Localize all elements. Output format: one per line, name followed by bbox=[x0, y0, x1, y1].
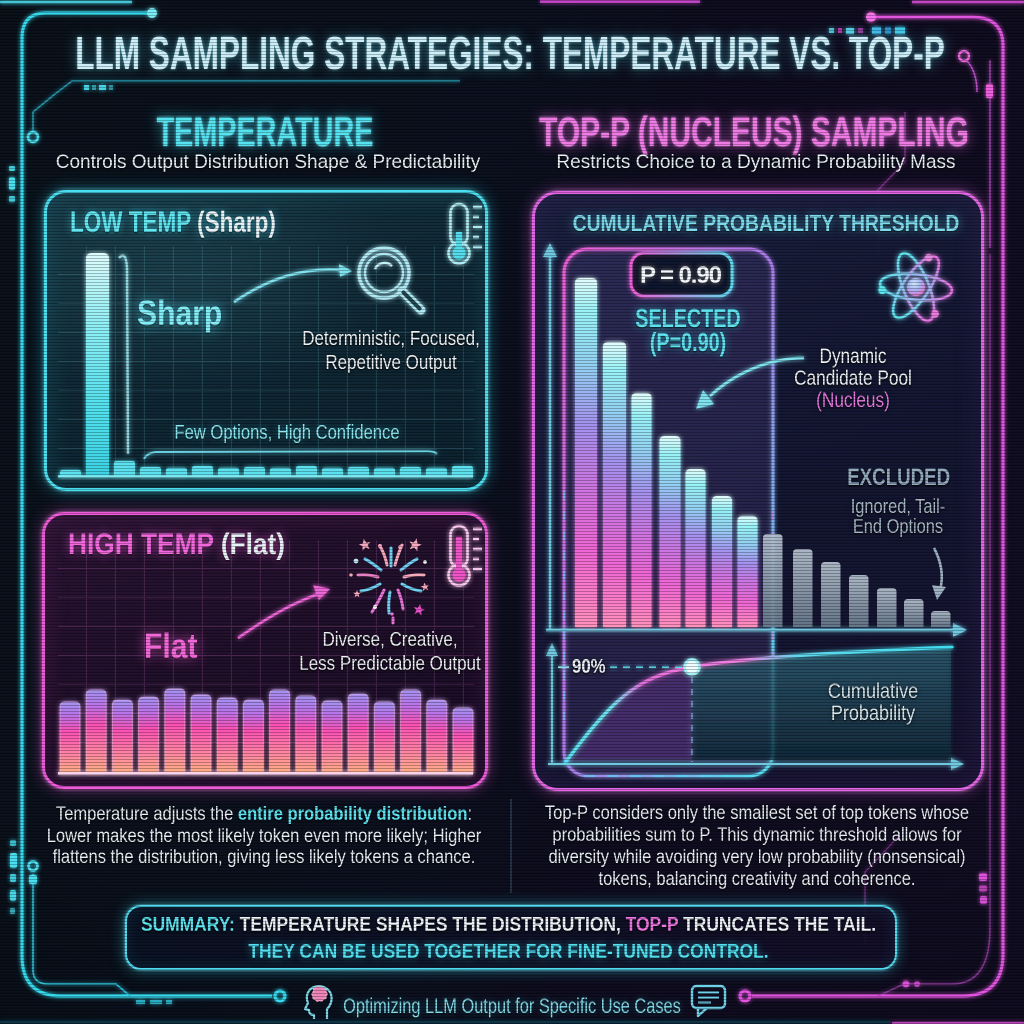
svg-text:P = 0.90: P = 0.90 bbox=[640, 262, 722, 289]
